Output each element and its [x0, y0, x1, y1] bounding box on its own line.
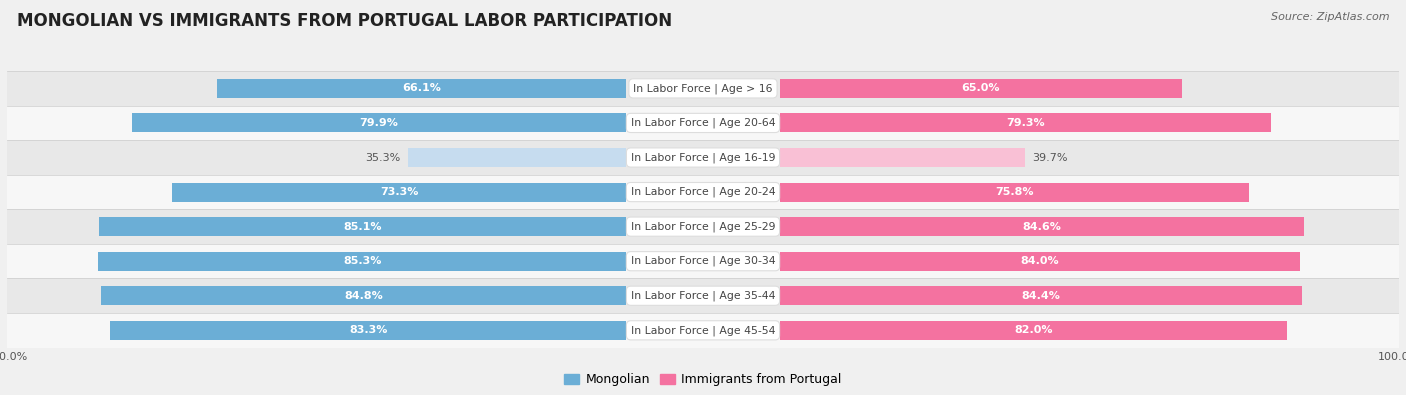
Text: 39.7%: 39.7% [1032, 152, 1069, 162]
Bar [779, 113, 1271, 132]
Text: In Labor Force | Age 20-64: In Labor Force | Age 20-64 [631, 118, 775, 128]
Text: 79.3%: 79.3% [1005, 118, 1045, 128]
Text: 66.1%: 66.1% [402, 83, 441, 93]
Bar [7, 71, 1399, 106]
Bar [408, 148, 627, 167]
Text: 83.3%: 83.3% [349, 325, 388, 335]
Bar [7, 175, 1399, 209]
Text: In Labor Force | Age 16-19: In Labor Force | Age 16-19 [631, 152, 775, 163]
Bar [779, 217, 1303, 236]
Bar [132, 113, 627, 132]
Text: MONGOLIAN VS IMMIGRANTS FROM PORTUGAL LABOR PARTICIPATION: MONGOLIAN VS IMMIGRANTS FROM PORTUGAL LA… [17, 12, 672, 30]
Text: 75.8%: 75.8% [995, 187, 1033, 197]
Text: 79.9%: 79.9% [360, 118, 398, 128]
Legend: Mongolian, Immigrants from Portugal: Mongolian, Immigrants from Portugal [560, 368, 846, 391]
Text: 84.0%: 84.0% [1021, 256, 1059, 266]
Text: 35.3%: 35.3% [366, 152, 401, 162]
Bar [779, 321, 1288, 340]
Bar [779, 252, 1301, 271]
Bar [779, 286, 1302, 305]
Bar [779, 79, 1182, 98]
Bar [111, 321, 627, 340]
Bar [173, 182, 627, 201]
Bar [7, 313, 1399, 348]
Text: 85.3%: 85.3% [343, 256, 381, 266]
Text: 73.3%: 73.3% [380, 187, 419, 197]
Bar [100, 217, 627, 236]
Text: In Labor Force | Age 45-54: In Labor Force | Age 45-54 [631, 325, 775, 336]
Bar [217, 79, 627, 98]
Text: Source: ZipAtlas.com: Source: ZipAtlas.com [1271, 12, 1389, 22]
Text: In Labor Force | Age 35-44: In Labor Force | Age 35-44 [631, 290, 775, 301]
Text: In Labor Force | Age 20-24: In Labor Force | Age 20-24 [631, 187, 775, 198]
Bar [98, 252, 627, 271]
Bar [101, 286, 627, 305]
Text: 84.6%: 84.6% [1022, 222, 1062, 231]
Text: 85.1%: 85.1% [343, 222, 382, 231]
Text: In Labor Force | Age 30-34: In Labor Force | Age 30-34 [631, 256, 775, 267]
Text: In Labor Force | Age 25-29: In Labor Force | Age 25-29 [631, 221, 775, 232]
Bar [7, 244, 1399, 278]
Bar [7, 209, 1399, 244]
Bar [779, 148, 1025, 167]
Bar [7, 106, 1399, 140]
Text: 65.0%: 65.0% [962, 83, 1000, 93]
Text: 84.4%: 84.4% [1022, 291, 1060, 301]
Text: 82.0%: 82.0% [1014, 325, 1053, 335]
Text: In Labor Force | Age > 16: In Labor Force | Age > 16 [633, 83, 773, 94]
Text: 84.8%: 84.8% [344, 291, 384, 301]
Bar [7, 278, 1399, 313]
Bar [7, 140, 1399, 175]
Bar [779, 182, 1249, 201]
